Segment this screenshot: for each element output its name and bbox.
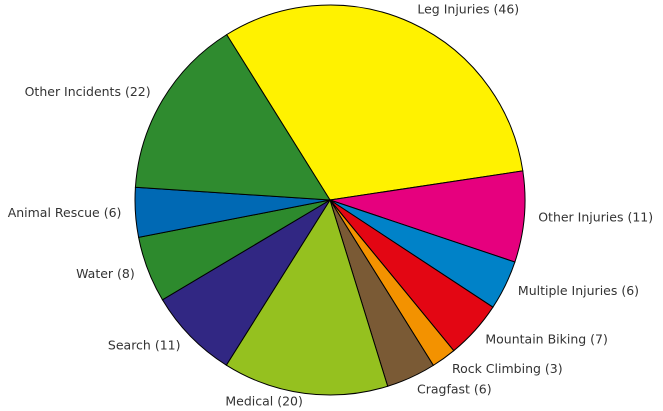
slice-label: Cragfast (6) — [417, 382, 492, 397]
slice-label: Search (11) — [108, 338, 181, 353]
slice-label: Leg Injuries (46) — [417, 2, 519, 17]
pie-slice — [225, 198, 389, 396]
slice-label: Multiple Injuries (6) — [518, 283, 639, 298]
slice-label: Other Injuries (11) — [538, 210, 653, 225]
slice-label: Mountain Biking (7) — [485, 331, 608, 346]
slice-label: Medical (20) — [225, 394, 303, 409]
slice-label: Other Incidents (22) — [25, 84, 151, 99]
slice-label: Rock Climbing (3) — [452, 361, 563, 376]
slice-label: Water (8) — [76, 266, 135, 281]
pie-slice — [225, 4, 524, 201]
slice-label: Animal Rescue (6) — [8, 205, 122, 220]
pie-slice — [134, 33, 331, 201]
